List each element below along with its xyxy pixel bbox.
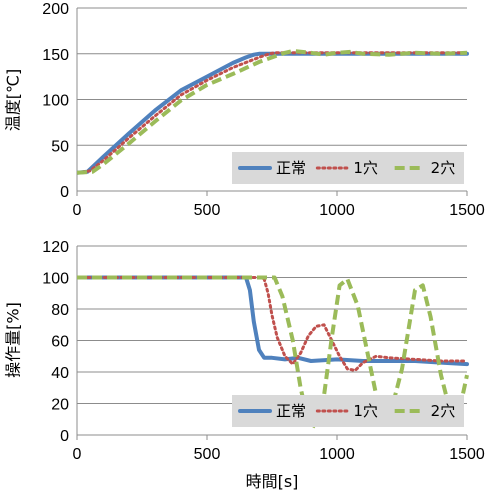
manipulated-variable-chart: 0 20 40 60 80 100 120 0 500 1000 1500 操作量[%] 時間[s] 正常… xyxy=(4,239,485,491)
y-tick-label: 100 xyxy=(42,271,69,288)
y-tick-label: 0 xyxy=(60,428,69,445)
y-axis-label: 温度[℃] xyxy=(4,69,23,131)
x-tick-label: 0 xyxy=(73,202,82,219)
legend-label: 2穴 xyxy=(431,402,456,420)
y-tick-label: 20 xyxy=(51,397,69,414)
series-line xyxy=(77,51,469,175)
x-tick-label: 500 xyxy=(194,202,221,219)
x-tick-label: 1500 xyxy=(449,446,485,463)
y-tick-label: 0 xyxy=(60,184,69,201)
y-tick-label: 50 xyxy=(51,138,69,155)
y-tick-label: 60 xyxy=(51,334,69,351)
series-line xyxy=(77,276,469,372)
temperature-chart: 0 50 100 150 200 0 500 1000 1500 温度[℃] 正常 1穴 2穴 xyxy=(4,1,485,219)
y-tick-label: 200 xyxy=(42,1,69,18)
x-tick-label: 1000 xyxy=(319,446,355,463)
x-tick-label: 0 xyxy=(73,446,82,463)
series-line xyxy=(77,275,469,430)
y-tick-label: 40 xyxy=(51,365,69,382)
legend-label: 1穴 xyxy=(353,402,378,420)
y-axis-label: 操作量[%] xyxy=(4,302,23,378)
y-tick-label: 100 xyxy=(42,93,69,110)
legend-label: 1穴 xyxy=(353,159,378,177)
legend-label: 正常 xyxy=(276,159,306,177)
series-line xyxy=(77,49,468,175)
x-tick-label: 1000 xyxy=(319,202,355,219)
legend-label: 正常 xyxy=(276,402,306,420)
x-tick-label: 1500 xyxy=(449,202,485,219)
x-tick-label: 500 xyxy=(194,446,221,463)
series-line xyxy=(77,275,469,367)
y-tick-label: 150 xyxy=(42,47,69,64)
y-tick-label: 120 xyxy=(42,239,69,256)
y-tick-label: 80 xyxy=(51,302,69,319)
x-axis-label: 時間[s] xyxy=(246,472,299,491)
legend-label: 2穴 xyxy=(431,159,456,177)
